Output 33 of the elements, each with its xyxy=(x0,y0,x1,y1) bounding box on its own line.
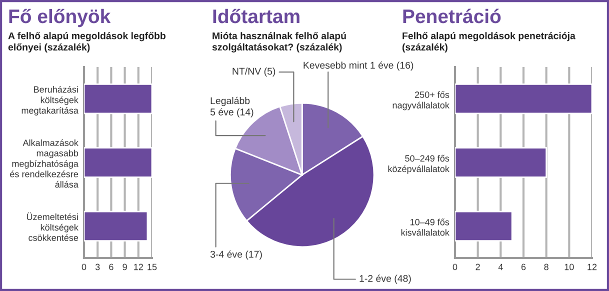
x-tick-label: 4 xyxy=(498,264,503,270)
x-tick-label: 8 xyxy=(544,264,548,270)
slice-label: Legalább 5 éve (14) xyxy=(210,96,254,118)
slice-label: NT/NV (5) xyxy=(232,68,276,77)
y-tick-label: 50–249 fős középvállalatok xyxy=(388,154,450,174)
x-tick-label: 10 xyxy=(564,264,574,270)
x-tick-label: 12 xyxy=(134,264,143,270)
x-tick-label: 0 xyxy=(82,264,86,270)
bar xyxy=(455,147,548,178)
bar xyxy=(455,210,513,242)
chart-subtitle: Felhő alapú megoldások penetrációja (százalék) xyxy=(402,32,576,52)
chart-subtitle: A felhő alapú megoldások legfőbb előnyei (százalék) xyxy=(8,32,166,52)
chart-subtitle: Mióta használnak felhő alapú szolgáltatásokat? (százalék) xyxy=(212,32,346,52)
y-tick-label: Alkalmazások magasabb megbízhatósága és rendelkezésre állása xyxy=(10,139,78,188)
chart-title: Penetráció xyxy=(403,8,501,24)
x-tick-label: 9 xyxy=(122,264,127,270)
y-tick-label: 10–49 fős kisvállalatok xyxy=(401,218,450,236)
slice-label: 1-2 éve (48) xyxy=(360,274,411,284)
y-tick-label: 250+ fős nagyvállalatok xyxy=(392,91,450,110)
x-tick-label: 6 xyxy=(521,264,526,270)
bar xyxy=(455,83,592,114)
slice-label: 3-4 éve (17) xyxy=(210,250,262,260)
x-tick-label: 15 xyxy=(148,264,157,270)
x-tick-label: 12 xyxy=(588,264,597,270)
x-tick-label: 2 xyxy=(476,264,480,270)
y-tick-label: Üzemeltetési költségek csökkentése xyxy=(26,212,78,241)
chart-title: Időtartam xyxy=(213,8,300,24)
x-tick-label: 0 xyxy=(452,264,458,270)
slice-label: Kevesebb mint 1 éve (16) xyxy=(304,61,414,71)
x-tick-label: 3 xyxy=(95,264,100,270)
x-tick-label: 6 xyxy=(109,264,114,270)
chart-title: Fő előnyök xyxy=(9,8,111,28)
y-tick-label: Beruházási költségek megtakarítása xyxy=(22,86,78,116)
